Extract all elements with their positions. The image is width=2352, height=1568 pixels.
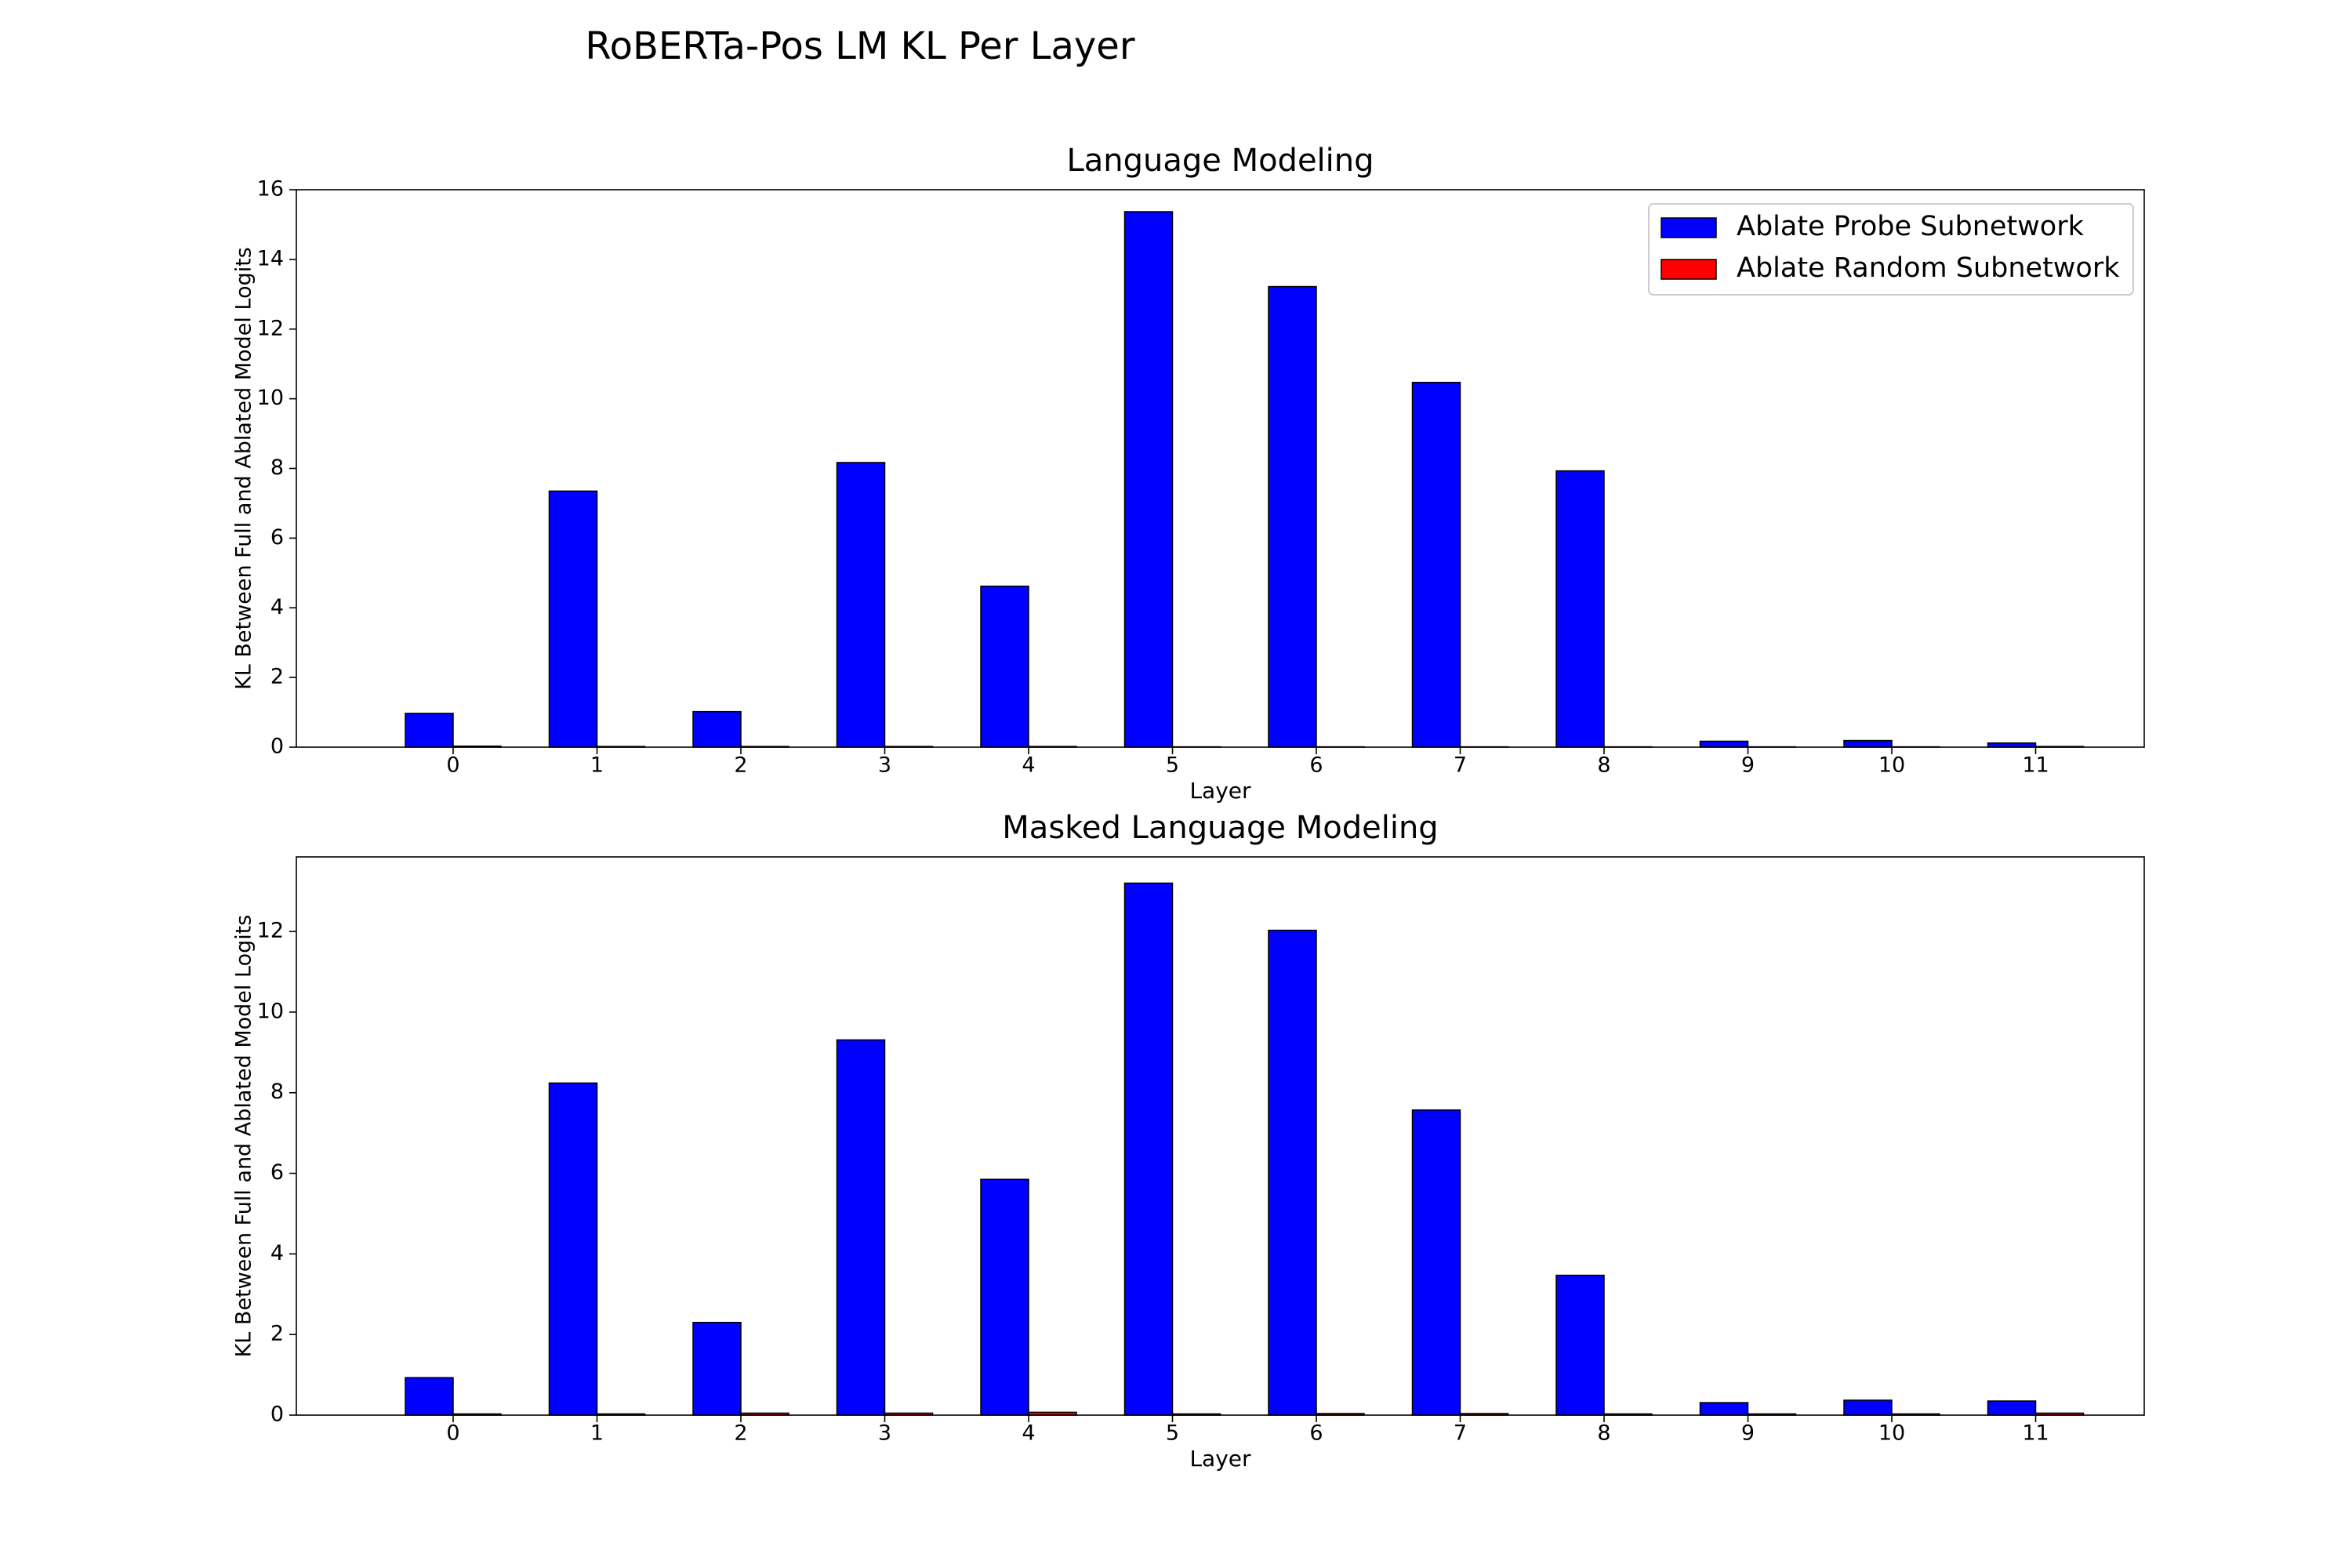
y-tick-label: 12 [257,919,284,943]
x-tick-label: 6 [1309,1421,1323,1446]
probe-bar-3 [836,462,886,748]
probe-bar-5 [1123,211,1174,748]
probe-bar-11 [1987,1400,2037,1416]
probe-bar-0 [405,1377,454,1416]
y-tick-label: 4 [270,595,284,619]
probe-bar-8 [1555,470,1605,748]
x-tick-label: 10 [1878,1421,1905,1446]
x-tick-label: 2 [734,753,747,778]
probe-bar-6 [1268,929,1317,1416]
chart-title: Language Modeling [1066,143,1374,179]
x-tick-label: 6 [1309,753,1323,778]
x-tick-label: 10 [1878,753,1905,778]
probe-bar-1 [548,490,598,748]
x-tick-label: 11 [2022,1421,2049,1446]
y-tick-label: 6 [270,1160,284,1185]
x-tick-label: 9 [1741,1421,1755,1446]
x-tick-label: 3 [878,753,891,778]
probe-bar-2 [692,1322,742,1416]
x-tick-label: 8 [1597,753,1610,778]
y-axis-label: KL Between Full and Ablated Model Logits [232,915,256,1358]
x-tick-label: 9 [1741,753,1755,778]
legend: Ablate Probe Subnetwork Ablate Random Sub… [1648,203,2134,296]
y-tick-label: 0 [270,1403,284,1427]
x-tick-label: 2 [734,1421,747,1446]
y-axis-label: KL Between Full and Ablated Model Logits [232,247,256,690]
probe-bar-0 [405,713,454,748]
x-tick-label: 0 [446,1421,459,1446]
probe-bar-4 [980,585,1029,748]
legend-box [1648,203,2134,296]
y-tick-label: 10 [257,386,284,410]
y-tick-label: 8 [270,1080,284,1104]
x-tick-label: 7 [1454,753,1467,778]
x-tick-label: 7 [1454,1421,1467,1446]
y-tick-label: 14 [257,246,284,270]
x-tick-label: 0 [446,753,459,778]
y-tick-label: 12 [257,316,284,340]
probe-bar-1 [548,1082,598,1416]
probe-bar-10 [1843,739,1893,748]
y-tick-label: 0 [270,735,284,759]
chart-title: Masked Language Modeling [1002,810,1438,846]
x-tick-label: 1 [590,753,604,778]
y-tick-label: 10 [257,999,284,1023]
probe-bar-4 [980,1178,1029,1416]
legend-swatch-1 [1661,259,1717,280]
figure-title: RoBERTa-Pos LM KL Per Layer [585,24,1134,68]
probe-bar-5 [1123,882,1174,1416]
probe-bar-3 [836,1039,886,1416]
x-tick-label: 11 [2022,753,2049,778]
probe-bar-7 [1411,1109,1461,1416]
plot-frame [296,856,2145,1416]
probe-bar-10 [1843,1399,1893,1416]
y-tick-label: 4 [270,1241,284,1265]
probe-bar-6 [1268,285,1317,748]
y-tick-label: 8 [270,456,284,480]
x-axis-label: Layer [1189,1446,1251,1472]
x-axis-label: Layer [1189,778,1251,804]
x-tick-label: 1 [590,1421,604,1446]
x-tick-label: 3 [878,1421,891,1446]
probe-bar-8 [1555,1274,1605,1416]
y-tick-label: 2 [270,665,284,689]
probe-bar-2 [692,710,742,748]
x-tick-label: 5 [1166,1421,1179,1446]
probe-bar-9 [1699,1402,1749,1416]
x-tick-label: 4 [1022,1421,1035,1446]
legend-swatch-0 [1661,217,1717,238]
y-tick-label: 6 [270,525,284,550]
legend-label-0: Ablate Probe Subnetwork [1737,211,2085,242]
legend-label-1: Ablate Random Subnetwork [1737,252,2120,284]
y-tick-label: 16 [257,177,284,201]
probe-bar-7 [1411,381,1461,748]
probe-bar-9 [1699,740,1749,748]
x-tick-label: 5 [1166,753,1179,778]
x-tick-label: 8 [1597,1421,1610,1446]
x-tick-label: 4 [1022,753,1035,778]
y-tick-label: 2 [270,1322,284,1346]
